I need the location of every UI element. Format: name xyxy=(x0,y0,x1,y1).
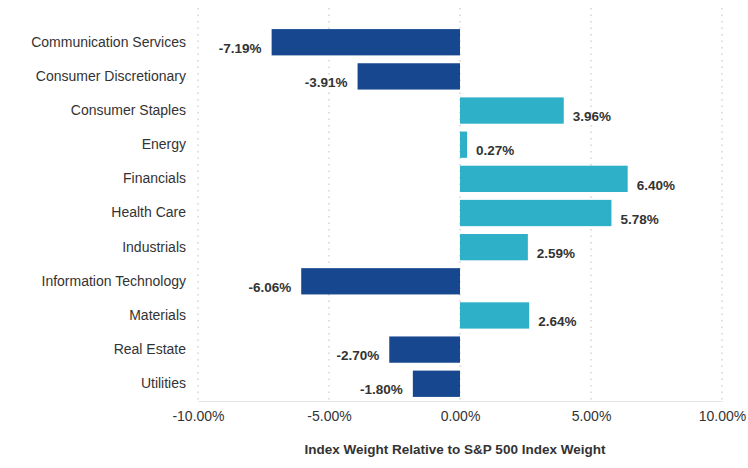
bar xyxy=(301,268,460,294)
bars xyxy=(272,29,628,397)
category-label: Health Care xyxy=(111,204,186,220)
x-tick: 0.00% xyxy=(441,401,481,424)
y-tick: Consumer Discretionary xyxy=(36,68,186,84)
grid xyxy=(198,8,722,401)
chart: -10.00% -5.00% 0.00% 5.00% 10.00% Communicati… xyxy=(0,0,748,468)
grid-line xyxy=(197,8,198,401)
data-label: -7.19% xyxy=(219,41,262,56)
y-tick: Industrials xyxy=(122,239,186,255)
category-label: Consumer Discretionary xyxy=(36,68,186,84)
y-tick: Communication Services xyxy=(31,34,186,50)
data-label: 3.96% xyxy=(573,109,611,124)
y-tick: Utilities xyxy=(141,375,186,391)
x-tick-label: 5.00% xyxy=(572,408,612,424)
category-label: Materials xyxy=(129,307,186,323)
bar xyxy=(358,63,460,89)
data-label: 6.40% xyxy=(637,178,675,193)
category-label: Communication Services xyxy=(31,34,186,50)
data-label: 5.78% xyxy=(620,212,658,227)
data-labels: -7.19% -3.91% 3.96% 0.27% 6.40% 5.78% 2.59% -6.… xyxy=(219,41,675,398)
data-label: -1.80% xyxy=(360,382,403,397)
y-tick: Energy xyxy=(142,136,186,152)
data-label: -2.70% xyxy=(336,348,379,363)
bar xyxy=(272,29,460,55)
category-label: Industrials xyxy=(122,239,186,255)
y-tick: Financials xyxy=(123,170,186,186)
bar xyxy=(389,336,460,362)
bar xyxy=(460,200,611,226)
x-tick: -5.00% xyxy=(307,401,351,424)
y-axis: Communication Services Consumer Discretio… xyxy=(31,34,186,392)
category-label: Consumer Staples xyxy=(71,102,186,118)
x-tick: -10.00% xyxy=(172,401,224,424)
x-tick-label: -10.00% xyxy=(172,408,224,424)
x-tick-label: 0.00% xyxy=(441,408,481,424)
x-tick-label: 10.00% xyxy=(699,408,746,424)
bar xyxy=(460,234,528,260)
bar xyxy=(460,97,564,123)
x-tick-label: -5.00% xyxy=(307,408,351,424)
data-label: 2.59% xyxy=(537,246,575,261)
x-tick: 5.00% xyxy=(572,401,612,424)
y-tick: Real Estate xyxy=(114,341,187,357)
data-label: -6.06% xyxy=(248,280,291,295)
data-label: 2.64% xyxy=(538,314,576,329)
bar xyxy=(413,371,460,397)
bar xyxy=(460,302,529,328)
category-label: Energy xyxy=(142,136,186,152)
category-label: Real Estate xyxy=(114,341,187,357)
category-label: Utilities xyxy=(141,375,186,391)
bar xyxy=(460,166,628,192)
bar xyxy=(460,132,467,158)
y-tick: Materials xyxy=(129,307,186,323)
y-tick: Health Care xyxy=(111,204,186,220)
data-label: 0.27% xyxy=(476,143,514,158)
x-tick: 10.00% xyxy=(699,401,746,424)
y-tick: Information Technology xyxy=(42,273,187,289)
x-axis-line xyxy=(199,401,723,402)
grid-line xyxy=(721,8,722,401)
y-tick: Consumer Staples xyxy=(71,102,186,118)
category-label: Information Technology xyxy=(42,273,187,289)
category-label: Financials xyxy=(123,170,186,186)
x-axis-title: Index Weight Relative to S&P 500 Index W… xyxy=(305,442,606,457)
data-label: -3.91% xyxy=(305,75,348,90)
x-axis: -10.00% -5.00% 0.00% 5.00% 10.00% xyxy=(172,401,746,424)
grid-line xyxy=(328,8,329,401)
